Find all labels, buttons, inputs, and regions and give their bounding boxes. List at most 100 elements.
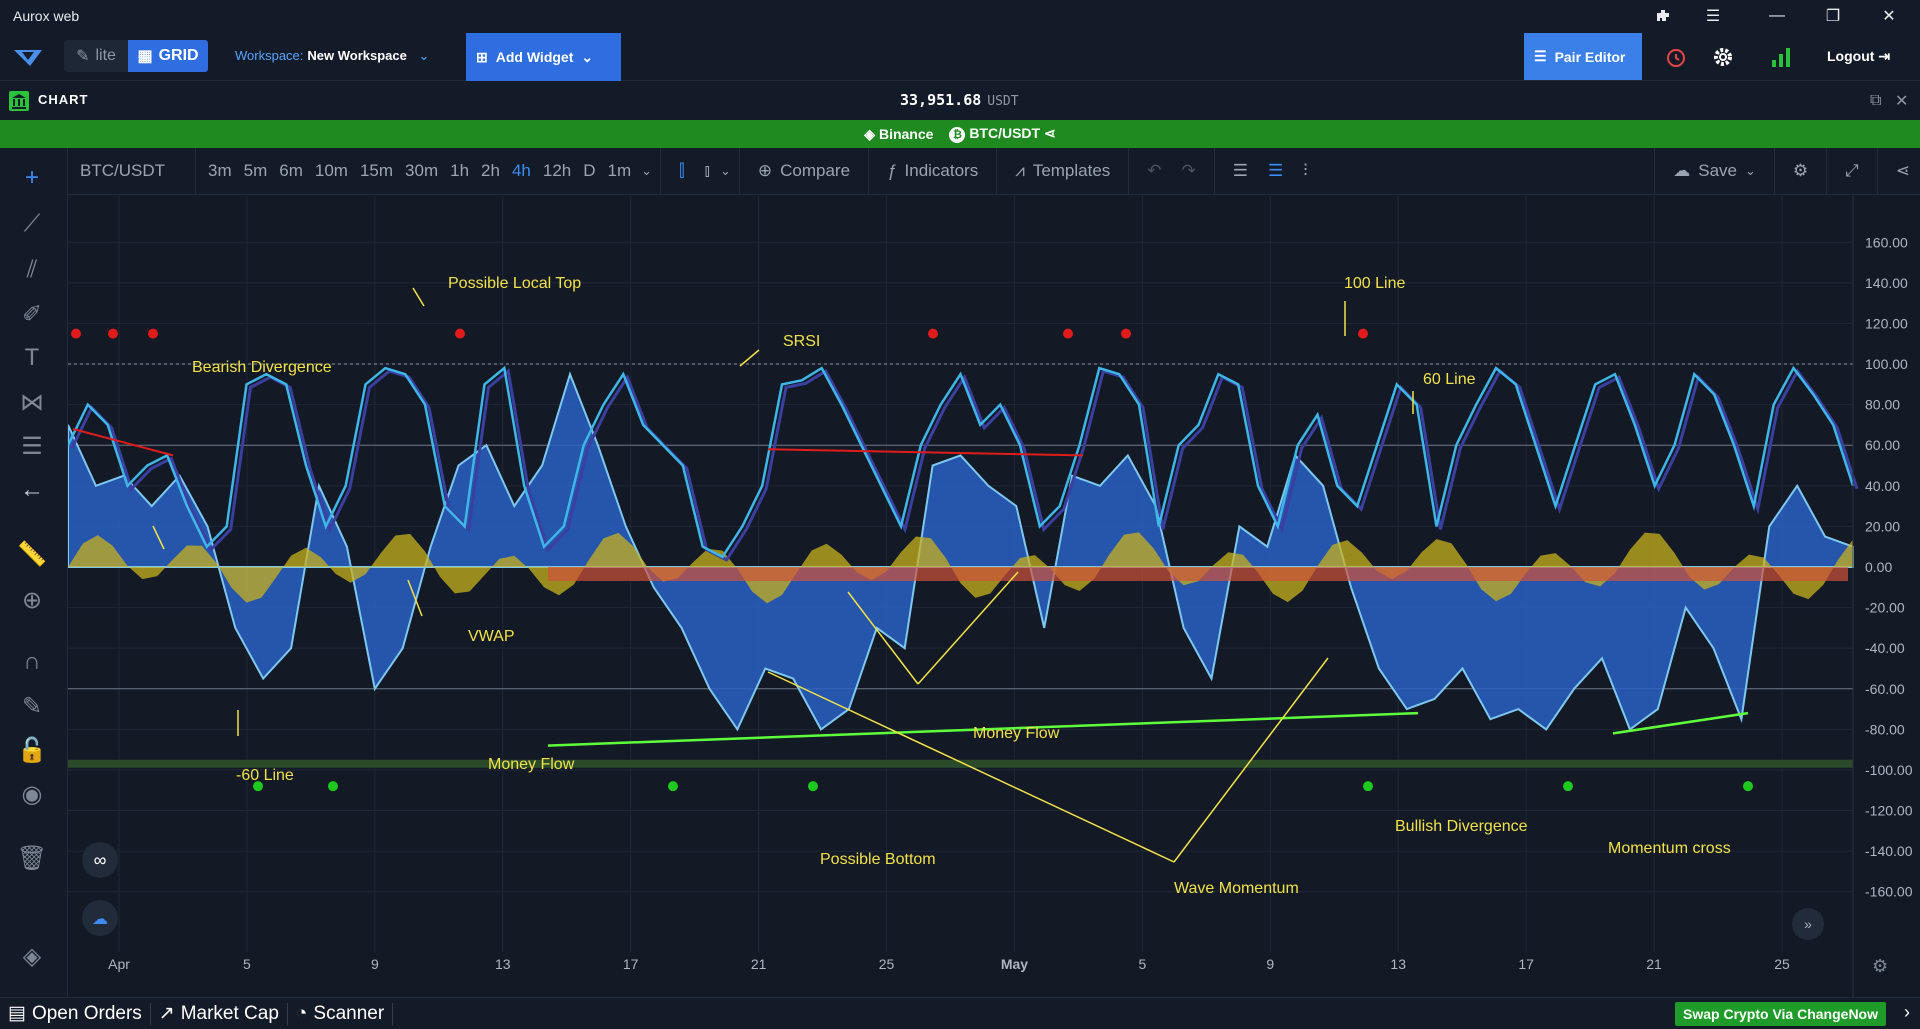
- sell-signal-dot: [148, 328, 158, 339]
- order-book-icon[interactable]: ☰: [1232, 161, 1249, 180]
- ruler-icon[interactable]: 📏: [17, 540, 47, 568]
- scroll-right-icon[interactable]: »: [1792, 908, 1824, 940]
- x-tick-label: 9: [1266, 956, 1275, 972]
- bullish-divergence-line: [1612, 711, 1749, 735]
- minimize-icon[interactable]: —: [1769, 7, 1785, 24]
- fullscreen-icon[interactable]: ⤢: [1845, 161, 1859, 180]
- timeframe-30m[interactable]: 30m: [405, 161, 439, 180]
- lock-icon[interactable]: 🔓: [17, 736, 47, 764]
- timeframe-6m[interactable]: 6m: [279, 161, 303, 180]
- pitchfork-icon[interactable]: ⫽: [26, 256, 38, 283]
- chart-settings-icon[interactable]: ⚙: [1792, 161, 1809, 180]
- arrow-left-icon[interactable]: ←: [20, 476, 44, 503]
- fx-icon: ƒ: [887, 161, 897, 180]
- market-cap-tab[interactable]: ↗ Market Cap: [151, 1002, 288, 1025]
- pair-editor-button[interactable]: ☰ Pair Editor: [1524, 33, 1642, 80]
- timeframe-1m[interactable]: 1m: [607, 161, 632, 180]
- symbol-search[interactable]: BTC/USDT: [68, 147, 196, 195]
- chart-annotation: Bearish Divergence: [192, 359, 332, 376]
- mode-grid-label: GRID: [158, 47, 199, 64]
- chevron-right-icon[interactable]: ›: [1904, 1002, 1910, 1022]
- lock-pencil-icon[interactable]: ✎: [21, 692, 43, 720]
- x-tick-label: 21: [750, 956, 767, 972]
- signal-bars-icon[interactable]: [1768, 44, 1794, 70]
- redo-icon[interactable]: ↷: [1181, 161, 1196, 180]
- fib-icon[interactable]: ☰: [21, 432, 43, 460]
- zoom-in-icon[interactable]: ⊕: [21, 586, 43, 614]
- bullish-divergence-line: [547, 711, 1419, 747]
- trendline-icon[interactable]: ⟋: [23, 210, 41, 237]
- pair-selector[interactable]: ₿ BTC/USDT ⋖: [949, 125, 1056, 143]
- brush-icon[interactable]: ✐: [21, 300, 43, 328]
- indicators-button[interactable]: ƒ Indicators: [877, 161, 988, 181]
- mode-lite-button[interactable]: ✎ lite: [64, 40, 128, 72]
- compare-label: Compare: [780, 161, 851, 180]
- mode-lite-label: lite: [95, 47, 116, 64]
- diamond-icon: ◈: [864, 125, 876, 142]
- alarm-icon[interactable]: [1663, 44, 1689, 70]
- pattern-icon[interactable]: ⋈: [20, 388, 44, 416]
- y-tick-label: -80.00: [1865, 721, 1905, 737]
- chevron-down-icon[interactable]: ⌄: [641, 163, 653, 178]
- settings-gear-icon[interactable]: [1710, 44, 1736, 70]
- puzzle-icon[interactable]: [1640, 0, 1686, 32]
- templates-button[interactable]: ⩘ Templates: [1005, 161, 1120, 181]
- save-button[interactable]: ☁ Save ⌄: [1663, 161, 1766, 181]
- aurox-cloud-icon[interactable]: ☁: [82, 900, 118, 936]
- bearish-divergence-line: [72, 428, 174, 457]
- undo-icon[interactable]: ↶: [1147, 161, 1162, 180]
- timeframe-4h[interactable]: 4h: [511, 161, 531, 180]
- timeframe-1h[interactable]: 1h: [450, 161, 470, 180]
- workspace-label: Workspace:: [235, 48, 304, 63]
- buy-signal-dot: [1743, 781, 1753, 792]
- last-price-quote: USDT: [987, 94, 1019, 109]
- timeframe-15m[interactable]: 15m: [359, 161, 394, 180]
- crosshair-icon[interactable]: +: [24, 164, 39, 191]
- market-cap-label: Market Cap: [180, 1002, 279, 1024]
- volume-profile-icon[interactable]: ⫶: [1303, 161, 1308, 180]
- popout-icon[interactable]: ⧉: [1870, 92, 1882, 109]
- exchange-selector[interactable]: ◈ Binance: [864, 126, 933, 143]
- maximize-icon[interactable]: ❐: [1825, 8, 1841, 25]
- app-title: Aurox web: [13, 8, 80, 24]
- templates-label: Templates: [1032, 161, 1111, 180]
- compare-button[interactable]: ⊕ Compare: [748, 161, 860, 181]
- timeframe-10m[interactable]: 10m: [314, 161, 348, 180]
- close-widget-icon[interactable]: ✕: [1895, 93, 1909, 110]
- add-widget-button[interactable]: ⊞ Add Widget ⌄: [466, 33, 621, 81]
- bar-type-icon[interactable]: ⫾: [704, 161, 710, 180]
- pair-bar: ◈ Binance ₿ BTC/USDT ⋖: [0, 120, 1920, 148]
- logout-button[interactable]: Logout ⇥: [1827, 48, 1890, 65]
- close-window-icon[interactable]: ✕: [1882, 8, 1896, 25]
- axis-settings-icon[interactable]: ⚙: [1872, 956, 1889, 976]
- workspace-selector[interactable]: Workspace: New Workspace ⌄: [235, 48, 429, 64]
- chevron-down-icon: ⌄: [418, 48, 430, 63]
- mode-grid-button[interactable]: ▦ GRID: [128, 40, 208, 72]
- buy-signal-dot: [253, 781, 263, 792]
- add-widget-label: Add Widget: [495, 49, 574, 65]
- text-icon[interactable]: T: [24, 344, 40, 371]
- timeframe-12h[interactable]: 12h: [542, 161, 572, 180]
- chevron-down-icon[interactable]: ⌄: [719, 163, 731, 178]
- open-orders-tab[interactable]: ▤ Open Orders: [0, 1002, 151, 1025]
- depth-icon[interactable]: ☰: [1268, 161, 1284, 180]
- candles-icon[interactable]: ⫿: [679, 161, 685, 180]
- swap-crypto-button[interactable]: Swap Crypto Via ChangeNow: [1675, 1002, 1886, 1026]
- share-link-icon[interactable]: ∞: [82, 842, 118, 878]
- scanner-tab[interactable]: ◔ Scanner: [288, 1002, 394, 1025]
- eye-icon[interactable]: ◉: [21, 780, 43, 808]
- share-chart-icon[interactable]: ⋖: [1895, 161, 1910, 180]
- annotation-arrow: [152, 525, 165, 550]
- magnet-icon[interactable]: ∩: [23, 648, 41, 675]
- timeframe-D[interactable]: D: [583, 161, 596, 180]
- menu-icon[interactable]: ☰: [1705, 8, 1721, 25]
- timeframe-3m[interactable]: 3m: [208, 161, 232, 180]
- layers-icon[interactable]: ◈: [22, 942, 42, 970]
- timeframe-2h[interactable]: 2h: [481, 161, 500, 180]
- aurox-logo-icon[interactable]: [12, 44, 44, 68]
- list-icon: ☰: [1534, 48, 1547, 64]
- logout-label: Logout: [1827, 48, 1875, 64]
- timeframe-5m[interactable]: 5m: [243, 161, 268, 180]
- indicator-chart[interactable]: 160.00 140.00 120.00 100.00 80.00 60.00 40.00 2…: [68, 196, 1920, 997]
- trash-icon[interactable]: 🗑: [16, 844, 48, 872]
